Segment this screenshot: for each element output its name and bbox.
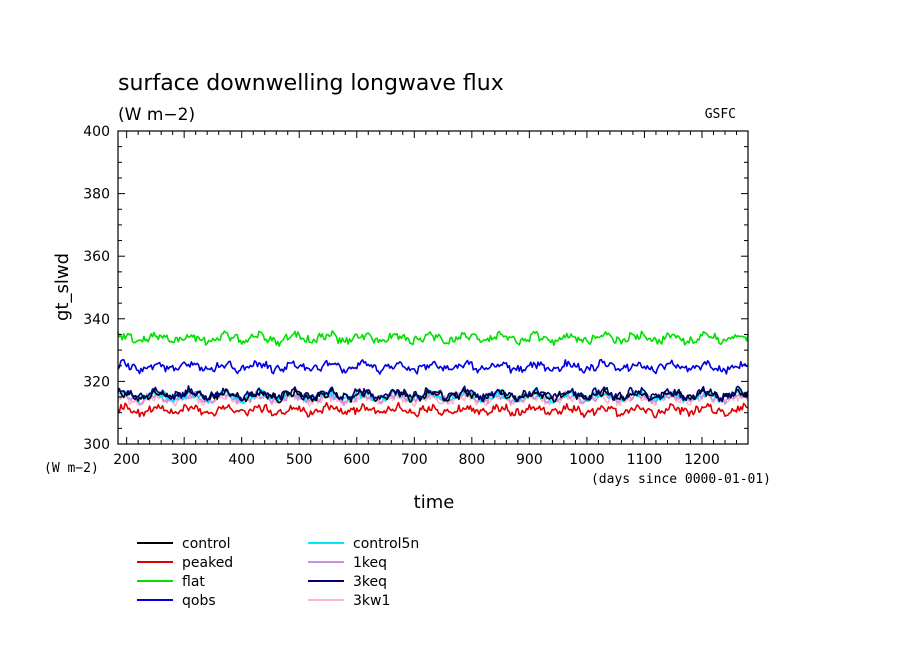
- x-tick-label: 1000: [569, 452, 605, 468]
- legend-label-flat: flat: [182, 574, 205, 590]
- x-axis: 200 300 400 500 600 700 800 900 1000 1100 1200: [113, 131, 737, 468]
- series-line-flat: [117, 330, 749, 347]
- x-tick-label: 800: [458, 452, 485, 468]
- chart-title: surface downwelling longwave flux: [118, 71, 504, 96]
- x-tick-label: 1200: [684, 452, 720, 468]
- x-tick-label: 200: [113, 452, 140, 468]
- x-unit-label: (days since 0000-01-01): [591, 472, 771, 487]
- legend-label-peaked: peaked: [182, 555, 233, 571]
- x-axis-title: time: [414, 492, 455, 513]
- y-tick-label: 300: [83, 437, 110, 453]
- series-line-qobs: [117, 358, 749, 375]
- legend-label-control: control: [182, 536, 231, 552]
- x-tick-label: 600: [343, 452, 370, 468]
- series-line-peaked: [117, 401, 748, 419]
- series-line-3keq: [117, 385, 749, 403]
- series-line-control: [117, 387, 749, 404]
- y-axis: 300 320 340 360 380 400: [83, 124, 748, 453]
- y-unit-label: (W m−2): [44, 461, 99, 476]
- legend: control peaked flat qobs control5n 1keq 3keq 3k…: [137, 536, 419, 609]
- source-label: GSFC: [705, 107, 736, 122]
- series-line-3kw1: [117, 392, 749, 408]
- legend-label-3kw1: 3kw1: [353, 593, 390, 609]
- x-tick-label: 900: [516, 452, 543, 468]
- legend-label-control5n: control5n: [353, 536, 419, 552]
- legend-label-qobs: qobs: [182, 593, 216, 609]
- x-tick-label: 400: [228, 452, 255, 468]
- y-tick-label: 360: [83, 249, 110, 265]
- y-tick-label: 340: [83, 312, 110, 328]
- series-group: [117, 330, 749, 419]
- legend-label-3keq: 3keq: [353, 574, 387, 590]
- y-tick-label: 320: [83, 374, 110, 390]
- y-tick-label: 380: [83, 187, 110, 203]
- y-tick-label: 400: [83, 124, 110, 140]
- y-axis-title: gt_slwd: [52, 253, 73, 321]
- chart-subtitle: (W m−2): [118, 105, 195, 125]
- legend-label-1keq: 1keq: [353, 555, 387, 571]
- x-tick-label: 700: [401, 452, 428, 468]
- x-tick-label: 1100: [627, 452, 663, 468]
- x-tick-label: 500: [286, 452, 313, 468]
- x-tick-label: 300: [171, 452, 198, 468]
